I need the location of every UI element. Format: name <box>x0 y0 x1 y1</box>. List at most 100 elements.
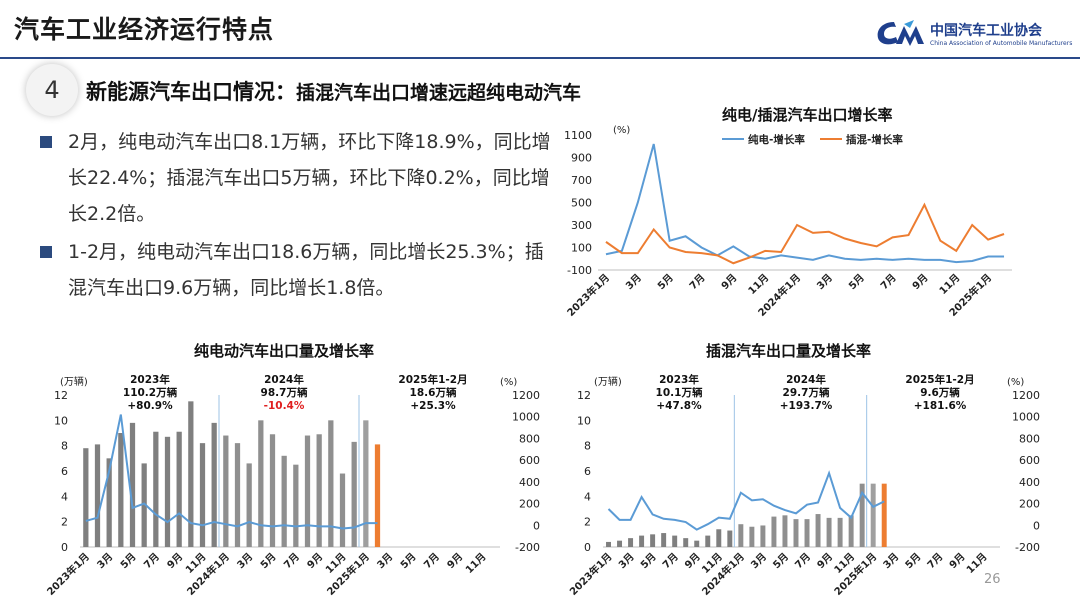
bullet-item: 1-2月，纯电动汽车出口18.6万辆，同比增长25.3%；插混汽车出口9.6万辆… <box>38 234 558 306</box>
export-volume-bar <box>141 463 147 547</box>
export-volume-bar <box>672 535 678 547</box>
y-tick-label: 12 <box>54 389 68 402</box>
section-title-main: 新能源汽车出口情况： <box>86 80 296 104</box>
y-tick-label: 6 <box>61 465 68 478</box>
bev-chart-title: 纯电动汽车出口量及增长率 <box>194 342 375 360</box>
export-volume-bar <box>705 535 711 547</box>
export-volume-bar <box>258 420 264 547</box>
y-tick-label: 10 <box>577 414 591 427</box>
annotation-text: 2024年 <box>264 373 304 386</box>
export-volume-bar <box>188 401 194 547</box>
bullet-list: 2月，纯电动汽车出口8.1万辆，环比下降18.9%，同比增长22.4%；插混汽车… <box>38 124 558 308</box>
y-tick-label: 8 <box>584 440 591 453</box>
y-tick-label: 0 <box>584 541 591 554</box>
y2-tick-label: 1200 <box>1012 389 1040 402</box>
annotation-text: 2024年 <box>786 373 826 386</box>
x-tick-label: 5月 <box>771 551 791 571</box>
y2-tick-label: -200 <box>1015 541 1040 554</box>
logo-text-en: China Association of Automobile Manufact… <box>930 40 1073 47</box>
y-tick-label: 10 <box>54 414 68 427</box>
growth-rate-line <box>607 470 885 531</box>
export-volume-bar <box>94 444 101 547</box>
x-tick-label: 7月 <box>925 551 945 571</box>
annotation-text: 9.6万辆 <box>920 386 960 399</box>
y-tick-label: 1100 <box>564 129 592 142</box>
export-volume-bar <box>782 515 788 547</box>
export-volume-bar <box>153 431 159 547</box>
section-subtitle: 插混汽车出口增速远超纯电动汽车 <box>296 82 582 104</box>
x-tick-label: 5月 <box>903 551 923 571</box>
x-tick-label: 5月 <box>638 551 658 571</box>
export-volume-bar <box>234 443 241 547</box>
export-volume-bar <box>837 517 843 547</box>
export-volume-bar <box>304 435 311 547</box>
export-volume-bar <box>793 519 799 547</box>
export-volume-bar <box>628 538 634 547</box>
y-tick-label: 12 <box>577 389 591 402</box>
annotation-text: +80.9% <box>127 400 173 412</box>
export-volume-bar <box>176 431 182 547</box>
export-volume-bar <box>281 455 287 547</box>
series-line-phev <box>605 202 1005 265</box>
y-tick-label: 0 <box>61 541 68 554</box>
export-volume-bar <box>694 540 700 547</box>
y-tick-label: 700 <box>571 174 592 187</box>
series-line-bev <box>605 143 1005 264</box>
x-tick-label: 7月 <box>660 551 680 571</box>
y2-axis-unit-label: (%) <box>500 377 517 388</box>
export-volume-bar <box>848 515 854 547</box>
export-volume-bar <box>771 516 777 547</box>
export-volume-bar <box>738 524 744 547</box>
export-volume-bar <box>749 526 755 547</box>
y2-tick-label: 800 <box>1019 432 1040 445</box>
y-axis-unit-label: (万辆) <box>60 375 88 388</box>
export-volume-bar <box>118 433 124 547</box>
annotation-text: +25.3% <box>410 400 456 412</box>
bullet-text: 2月，纯电动汽车出口8.1万辆，环比下降18.9%，同比增长22.4%；插混汽车… <box>68 131 551 225</box>
page-title: 汽车工业经济运行特点 <box>14 15 275 44</box>
y-tick-label: 900 <box>571 152 592 165</box>
annotation-text-red: -10.4% <box>264 400 305 412</box>
y-axis-unit-label: (万辆) <box>594 375 622 388</box>
y2-tick-label: 800 <box>519 432 540 445</box>
annotation-text: 2023年 <box>130 373 170 386</box>
logo-text-cn: 中国汽车工业协会 <box>930 23 1042 39</box>
y2-tick-label: 1000 <box>1012 411 1040 424</box>
annotation-text: 2023年 <box>659 373 699 386</box>
export-volume-bar <box>617 540 623 547</box>
y2-axis-unit-label: (%) <box>1007 377 1024 388</box>
caam-logo-icon <box>877 20 924 46</box>
export-volume-bar <box>727 530 733 547</box>
y2-tick-label: 600 <box>1019 454 1040 467</box>
y-axis-unit-label: (%) <box>613 125 630 136</box>
x-tick-label: 3月 <box>881 551 901 571</box>
y-tick-label: 6 <box>584 465 591 478</box>
annotation-text: 29.7万辆 <box>783 386 830 399</box>
annotation-text: 110.2万辆 <box>123 386 178 399</box>
export-volume-bar <box>760 525 766 547</box>
bullet-item: 2月，纯电动汽车出口8.1万辆，环比下降18.9%，同比增长22.4%；插混汽车… <box>38 124 558 232</box>
annotation-text: +47.8% <box>656 400 702 412</box>
export-volume-bar <box>870 483 876 547</box>
export-volume-bar <box>606 541 611 547</box>
y2-tick-label: 1000 <box>512 411 540 424</box>
y-tick-label: 4 <box>61 490 68 503</box>
x-tick-label: 3月 <box>616 551 636 571</box>
export-volume-bar <box>129 422 136 547</box>
slide-header: 汽车工业经济运行特点 中国汽车工业协会 China Association of… <box>0 0 1080 59</box>
export-volume-bar <box>716 529 722 547</box>
export-volume-bar <box>83 448 89 547</box>
export-volume-bar <box>316 434 322 547</box>
y-tick-label: 8 <box>61 440 68 453</box>
export-volume-bar-2025-feb <box>881 483 887 547</box>
bullet-square-icon <box>40 136 52 148</box>
annotation-text: +193.7% <box>780 400 833 412</box>
caam-logo: 中国汽车工业协会 China Association of Automobile… <box>874 16 1074 52</box>
y-tick-label: 300 <box>571 219 592 232</box>
export-volume-bar <box>826 517 832 547</box>
legend-label: 插混-增长率 <box>846 133 903 146</box>
y2-tick-label: 1200 <box>512 389 540 402</box>
